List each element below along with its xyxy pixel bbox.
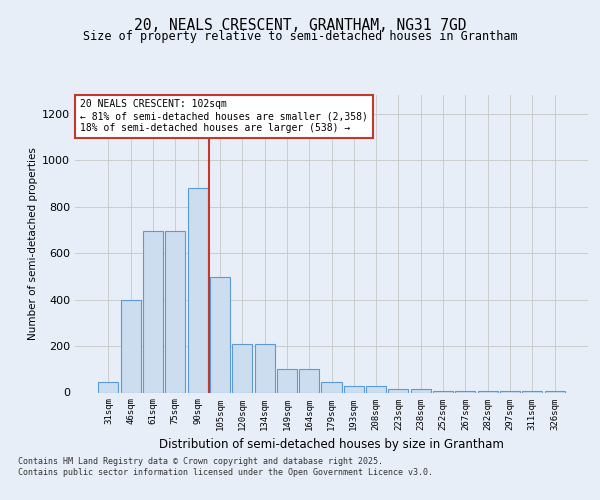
Bar <box>188 188 208 392</box>
Bar <box>165 231 185 392</box>
Bar <box>210 278 230 392</box>
Bar <box>254 344 275 392</box>
Bar <box>143 231 163 392</box>
Text: Size of property relative to semi-detached houses in Grantham: Size of property relative to semi-detach… <box>83 30 517 43</box>
Text: 20, NEALS CRESCENT, GRANTHAM, NG31 7GD: 20, NEALS CRESCENT, GRANTHAM, NG31 7GD <box>134 18 466 32</box>
Y-axis label: Number of semi-detached properties: Number of semi-detached properties <box>28 148 38 340</box>
Bar <box>121 300 141 392</box>
X-axis label: Distribution of semi-detached houses by size in Grantham: Distribution of semi-detached houses by … <box>159 438 504 451</box>
Bar <box>299 370 319 392</box>
Bar <box>433 390 453 392</box>
Bar <box>232 344 252 392</box>
Bar <box>455 390 475 392</box>
Bar <box>411 389 431 392</box>
Text: Contains HM Land Registry data © Crown copyright and database right 2025.
Contai: Contains HM Land Registry data © Crown c… <box>18 458 433 477</box>
Bar <box>322 382 341 392</box>
Bar <box>344 386 364 392</box>
Bar <box>545 390 565 392</box>
Bar <box>98 382 118 392</box>
Bar <box>388 389 409 392</box>
Text: 20 NEALS CRESCENT: 102sqm
← 81% of semi-detached houses are smaller (2,358)
18% : 20 NEALS CRESCENT: 102sqm ← 81% of semi-… <box>80 100 368 132</box>
Bar <box>277 370 297 392</box>
Bar <box>478 390 498 392</box>
Bar <box>500 390 520 392</box>
Bar <box>366 386 386 392</box>
